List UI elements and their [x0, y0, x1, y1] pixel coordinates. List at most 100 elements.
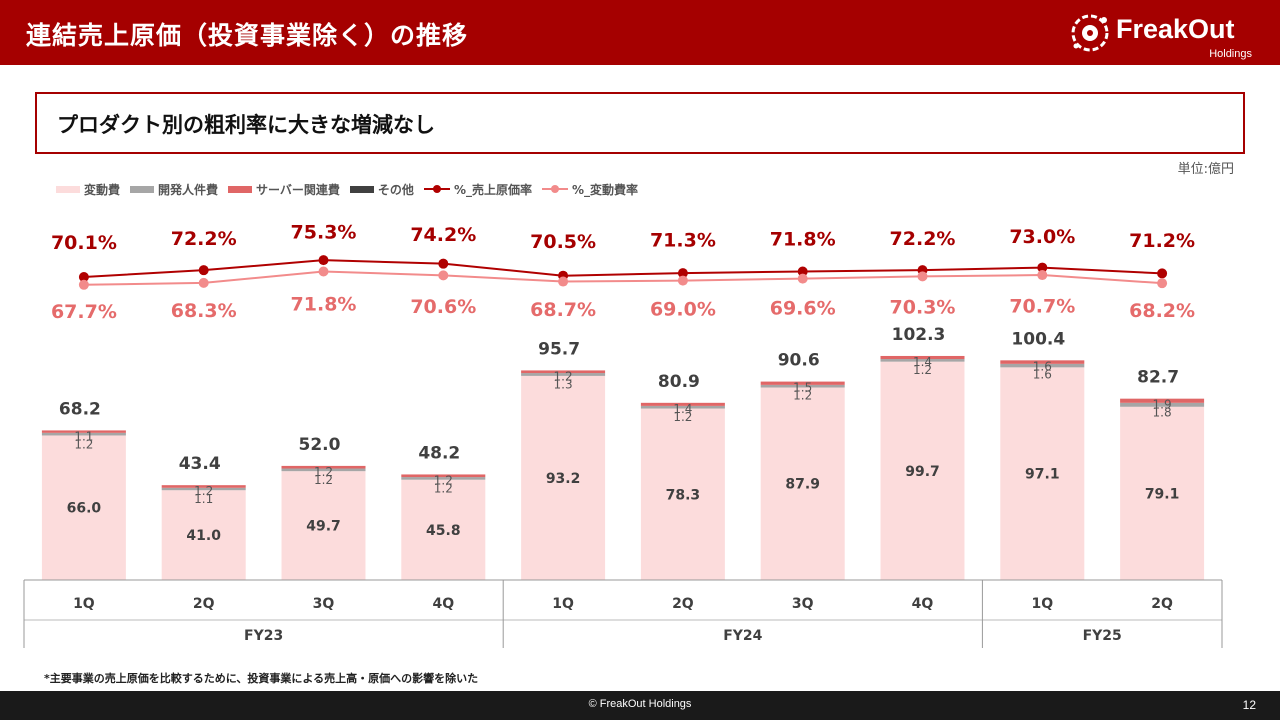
bar-value-label: 79.1 [1145, 486, 1180, 502]
bar-segment [41, 435, 126, 580]
rate-label: 70.5% [530, 231, 596, 253]
legend-swatch [423, 184, 450, 194]
bar-value-label: 1.2 [74, 437, 93, 451]
rate-line [83, 270, 1163, 286]
rate-point [677, 275, 688, 286]
logo-subtext: Holdings [1209, 48, 1252, 60]
bar-total-label: 82.7 [1137, 368, 1179, 388]
header-bar: 連結売上原価（投資事業除く）の推移 FreakOut Holdings [0, 0, 1280, 65]
rate-label: 75.3% [291, 222, 357, 244]
rate-label: 72.2% [890, 228, 956, 250]
bar-value-label: 1.5 [793, 381, 812, 395]
rate-point [1037, 270, 1048, 281]
rate-label: 74.2% [410, 224, 476, 246]
rate-point [917, 271, 928, 282]
bar-segment [401, 479, 486, 580]
bar-total-label: 43.4 [179, 454, 221, 474]
rate-label: 71.3% [650, 230, 716, 252]
rate-point [797, 273, 808, 284]
bar-segment [880, 359, 965, 362]
x-group-label: FY24 [723, 628, 762, 644]
x-tick-label: 4Q [912, 596, 934, 612]
rate-label: 70.3% [890, 296, 956, 318]
rate-point [438, 258, 449, 269]
bar-value-label: 97.1 [1025, 467, 1060, 483]
rate-label: 72.2% [171, 228, 237, 250]
bar-segment [1000, 367, 1085, 580]
bar-value-label: 1.2 [194, 484, 213, 498]
bar-segment [41, 430, 126, 433]
unit-label: 単位:億円 [1177, 162, 1234, 177]
rate-label: 68.3% [171, 300, 237, 322]
legend-item-cogs-rate: %_売上原価率 [423, 181, 532, 198]
rate-label: 73.0% [1009, 226, 1075, 248]
rate-label: 68.2% [1129, 300, 1195, 322]
x-tick-label: 2Q [1151, 596, 1173, 612]
bar-segment [1120, 398, 1205, 403]
bar-value-label: 1.2 [314, 465, 333, 479]
bar-value-label: 1.6 [1033, 359, 1052, 373]
bar-value-label: 1.3 [554, 377, 573, 391]
rate-point [198, 277, 209, 288]
bar-segment [640, 408, 725, 580]
rate-point [318, 266, 329, 277]
bar-segment [161, 487, 246, 491]
bar-value-label: 49.7 [306, 519, 341, 535]
x-tick-label: 1Q [1031, 596, 1053, 612]
bar-segment [640, 402, 725, 406]
x-tick-label: 3Q [792, 596, 814, 612]
bar-total-label: 102.3 [892, 325, 946, 345]
page-number: 12 [1242, 698, 1256, 712]
bar-segment [161, 485, 246, 488]
bar-total-label: 90.6 [778, 351, 820, 371]
bar-segment [281, 471, 366, 580]
legend-swatch [541, 184, 568, 194]
legend-label: サーバー関連費 [256, 182, 340, 197]
bar-segment [401, 477, 486, 480]
legend-item-variable-rate: %_変動費率 [541, 181, 638, 198]
x-tick-label: 1Q [73, 596, 95, 612]
bar-segment [281, 465, 366, 469]
bar-value-label: 1.4 [913, 355, 932, 369]
rate-point [318, 255, 329, 266]
rate-label: 70.7% [1009, 296, 1075, 318]
rate-point [78, 279, 89, 290]
bar-value-label: 1.2 [434, 481, 453, 495]
bar-total-label: 52.0 [299, 435, 341, 455]
footer-copyright: © FreakOut Holdings [588, 698, 692, 710]
legend-label: %_変動費率 [571, 182, 638, 197]
bar-value-label: 1.9 [1153, 398, 1172, 412]
logo-wordmark: FreakOut [1116, 14, 1235, 44]
bar-segment [1120, 406, 1205, 580]
bar-value-label: 1.8 [1153, 406, 1172, 420]
logo-mark-icon [1071, 14, 1109, 52]
bar-total-label: 80.9 [658, 372, 700, 392]
legend-swatch [228, 185, 253, 193]
rate-point [198, 265, 209, 276]
bar-value-label: 93.2 [546, 471, 581, 487]
rate-label: 67.7% [51, 301, 117, 323]
legend-item-other: その他 [349, 181, 414, 198]
x-tick-label: 2Q [672, 596, 694, 612]
rate-label: 71.8% [770, 229, 836, 251]
bar-value-label: 1.2 [434, 473, 453, 487]
bar-value-label: 41.0 [186, 528, 221, 544]
rate-point [1157, 278, 1168, 289]
legend-swatch [56, 185, 80, 193]
legend-label: 開発人件費 [158, 182, 219, 197]
bar-value-label: 1.1 [74, 429, 93, 443]
x-tick-label: 1Q [552, 596, 574, 612]
bar-segment [521, 370, 606, 374]
headline-box: プロダクト別の粗利率に大きな増減なし [35, 92, 1245, 154]
rate-label: 68.7% [530, 299, 596, 321]
bar-value-label: 78.3 [666, 487, 701, 503]
bar-value-label: 66.0 [67, 501, 102, 517]
bar-segment [521, 373, 606, 376]
footer-bar: © FreakOut Holdings 12 [0, 691, 1280, 720]
bar-segment [760, 381, 845, 385]
rate-point [1157, 268, 1168, 279]
bar-value-label: 87.9 [785, 477, 820, 493]
legend-item-variable-cost: 変動費 [56, 181, 120, 198]
bar-segment [161, 490, 246, 580]
rate-label: 69.6% [770, 298, 836, 320]
